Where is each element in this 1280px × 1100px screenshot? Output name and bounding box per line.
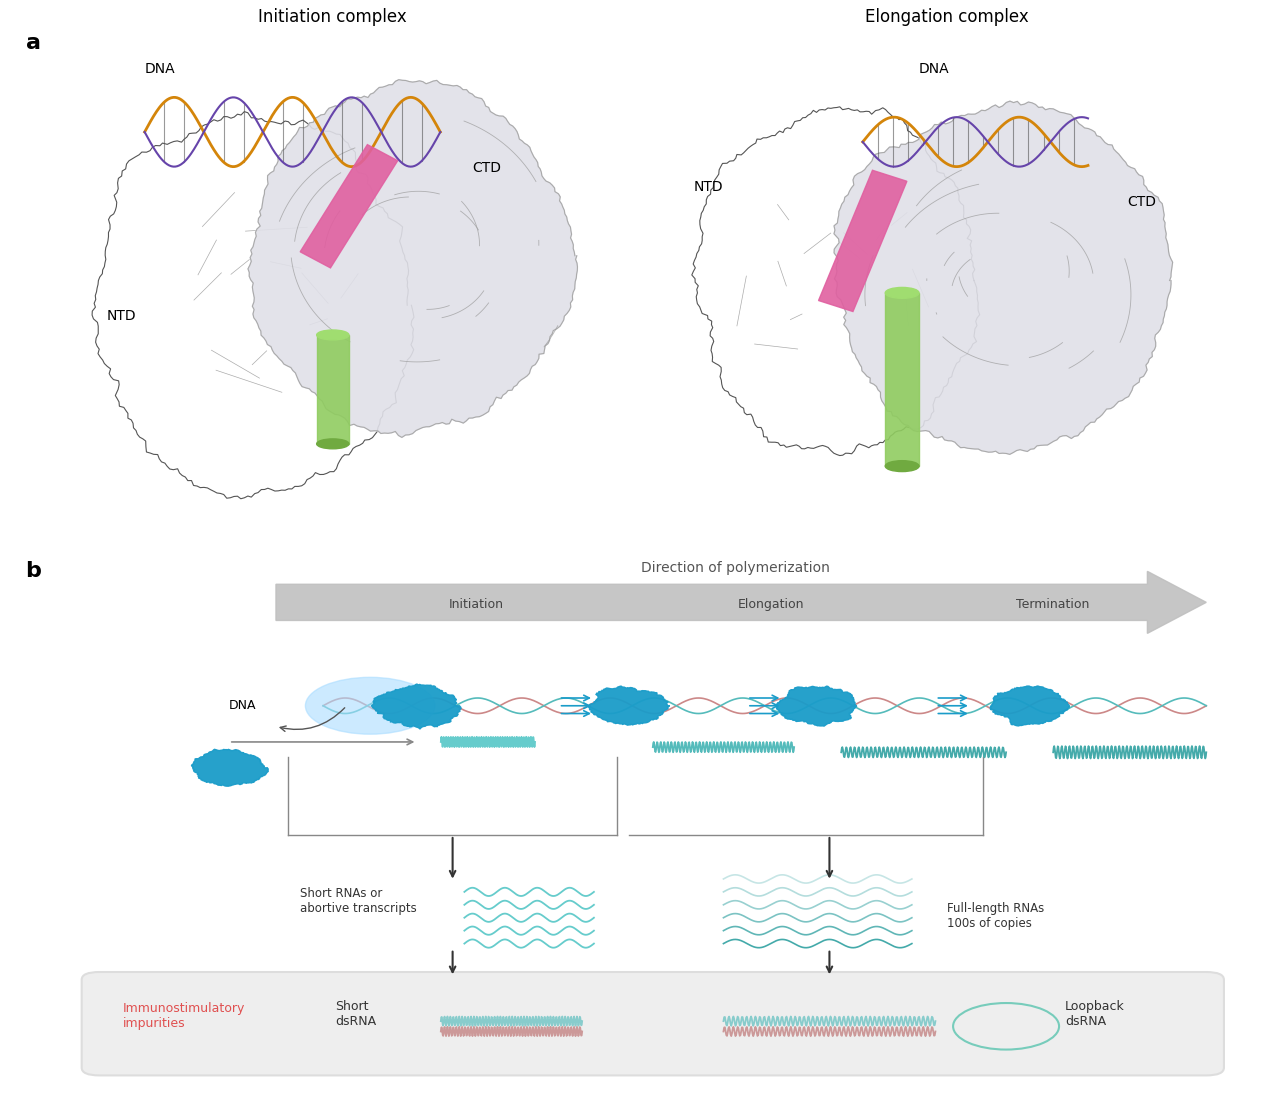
Text: DNA: DNA (919, 62, 950, 76)
Text: Short
dsRNA: Short dsRNA (335, 1001, 376, 1028)
Polygon shape (248, 79, 577, 438)
Title: Initiation complex: Initiation complex (259, 8, 407, 26)
Polygon shape (886, 293, 919, 466)
Ellipse shape (886, 287, 919, 298)
Polygon shape (777, 686, 856, 726)
Polygon shape (276, 571, 1206, 634)
Text: CTD: CTD (472, 161, 502, 175)
Text: DNA: DNA (145, 62, 175, 76)
Circle shape (306, 678, 435, 734)
Polygon shape (691, 107, 979, 455)
Polygon shape (818, 170, 908, 311)
Polygon shape (92, 111, 413, 498)
Text: a: a (26, 33, 41, 53)
Ellipse shape (886, 461, 919, 472)
FancyBboxPatch shape (82, 972, 1224, 1076)
Text: NTD: NTD (108, 309, 137, 323)
Polygon shape (989, 686, 1070, 726)
Polygon shape (835, 101, 1172, 454)
Polygon shape (316, 334, 349, 443)
Title: Elongation complex: Elongation complex (865, 8, 1029, 26)
Text: CTD: CTD (1128, 196, 1156, 209)
Polygon shape (589, 686, 669, 725)
Text: Termination: Termination (1016, 598, 1089, 612)
Text: Direction of polymerization: Direction of polymerization (641, 561, 829, 575)
Ellipse shape (316, 330, 349, 340)
Text: DNA: DNA (229, 700, 256, 713)
Text: b: b (26, 561, 41, 581)
Polygon shape (301, 144, 398, 268)
Text: Loopback
dsRNA: Loopback dsRNA (1065, 1001, 1125, 1028)
Text: Full-length RNAs
100s of copies: Full-length RNAs 100s of copies (947, 902, 1044, 931)
Text: Initiation: Initiation (449, 598, 503, 612)
Ellipse shape (316, 439, 349, 449)
Polygon shape (371, 684, 461, 729)
Polygon shape (192, 749, 269, 786)
Text: Immunostimulatory
impurities: Immunostimulatory impurities (123, 1002, 246, 1030)
Text: NTD: NTD (694, 180, 723, 195)
Text: Short RNAs or
abortive transcripts: Short RNAs or abortive transcripts (300, 887, 416, 915)
Text: Elongation: Elongation (737, 598, 804, 612)
